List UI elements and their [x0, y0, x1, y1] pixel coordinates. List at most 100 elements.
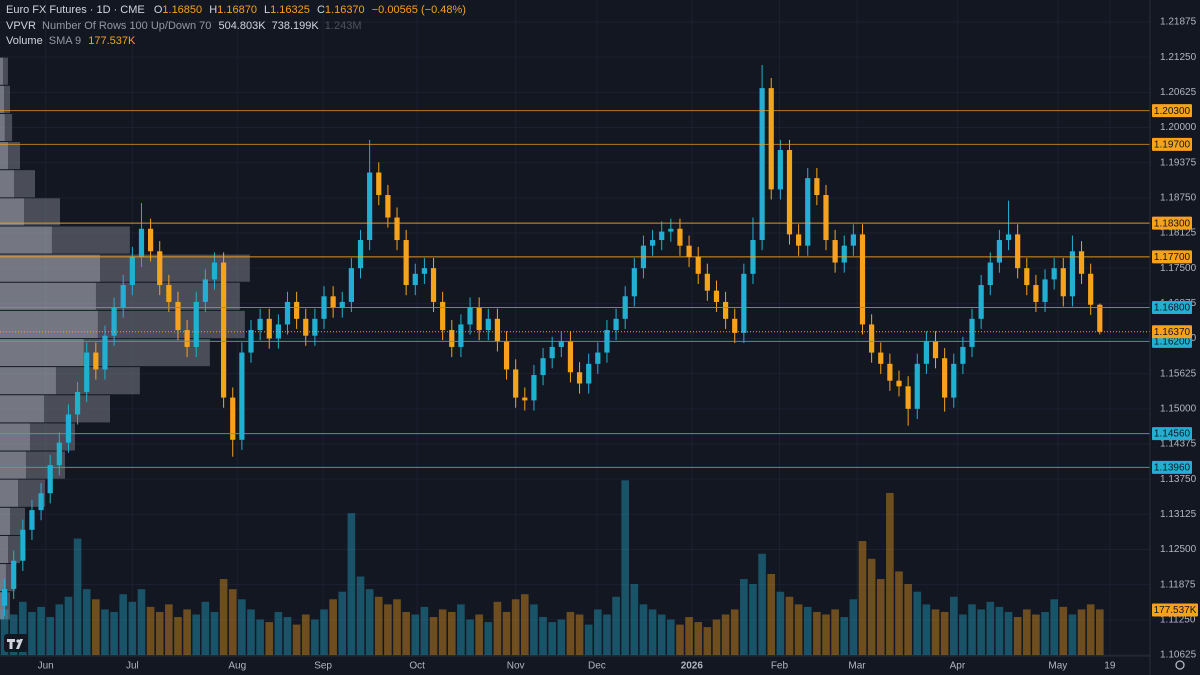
y-tick-label: 1.12500 [1160, 544, 1197, 555]
volume-bar [931, 609, 940, 655]
candle-body [193, 301, 199, 347]
volume-bar [913, 591, 922, 655]
profile-up [0, 423, 30, 451]
last-price-box [1152, 325, 1192, 339]
profile-up [0, 507, 10, 535]
settings-icon[interactable] [1175, 660, 1185, 670]
candle-body [385, 195, 391, 218]
candle-body [832, 240, 838, 263]
profile-up [0, 142, 9, 170]
candle-body [47, 465, 53, 494]
volume-bar [320, 609, 328, 655]
candle-body [613, 318, 619, 331]
x-tick-label: Apr [950, 661, 966, 672]
candle-body [732, 318, 738, 333]
candle-body [878, 352, 884, 364]
ohlc-value: 1.16370 [325, 4, 365, 16]
vpvr-name: VPVR [6, 20, 36, 32]
volume-bar [575, 614, 584, 655]
candle-body [522, 397, 528, 401]
candle-body [348, 268, 354, 302]
candle-body [403, 240, 409, 286]
volume-bar [530, 604, 538, 655]
volume-bar [521, 594, 529, 655]
volume-bar [28, 611, 36, 655]
volume-bar [484, 622, 493, 655]
level-label: 1.14560 [1154, 429, 1191, 440]
candle-body [686, 245, 692, 257]
volume-bar [137, 589, 146, 655]
y-tick-label: 1.20625 [1160, 87, 1197, 98]
candle-body [1069, 251, 1076, 297]
profile-up [0, 282, 96, 310]
y-tick-label: 1.18125 [1160, 228, 1197, 239]
profile-down [100, 254, 250, 282]
candle-body [138, 228, 145, 257]
y-tick-label: 1.11875 [1160, 579, 1196, 590]
candle-body [960, 346, 966, 364]
candle-body [11, 560, 17, 589]
volume-bar [548, 622, 556, 655]
volume-bar [274, 611, 283, 655]
volume-sma-label: 177.537K [1154, 605, 1197, 616]
volume-bar [584, 624, 593, 655]
volume-bar [886, 492, 894, 655]
volume-bar [1013, 617, 1022, 655]
candle-body [221, 262, 227, 398]
volume-bar [1068, 614, 1077, 655]
profile-down [8, 535, 20, 564]
volume-value: 177.537K [88, 35, 136, 47]
volume-bar [594, 609, 602, 655]
volume-bar [82, 589, 91, 655]
candle-body [275, 324, 281, 339]
candles [1, 65, 1103, 616]
candle-body [796, 234, 802, 246]
volume-bar [338, 591, 347, 655]
volume-bar [959, 614, 967, 655]
volume-bar [19, 601, 27, 655]
volume-bar [347, 513, 356, 655]
candle-body [713, 290, 720, 302]
volume-bar [292, 624, 301, 655]
candle-body [74, 391, 81, 415]
candle-body [1005, 234, 1012, 241]
profile-up [0, 451, 26, 479]
volume-bar [858, 541, 867, 655]
y-tick-label: 1.14375 [1160, 439, 1197, 450]
volume-bar [256, 619, 264, 655]
level-label: 1.16800 [1154, 303, 1191, 314]
candle-body [695, 256, 701, 274]
profile-down [97, 310, 245, 338]
volume-bar [895, 571, 903, 655]
volume-bar [219, 579, 228, 655]
volume-bar [657, 614, 666, 655]
profile-up [0, 564, 6, 592]
volume-bar [940, 611, 949, 655]
level-label: 1.18300 [1154, 218, 1191, 229]
candle-body [357, 240, 364, 269]
profile-down [24, 198, 60, 226]
vpvr-legend: VPVR Number Of Rows 100 Up/Down 70 504.8… [6, 20, 362, 32]
volume-bar [101, 609, 109, 655]
volume-bar [447, 611, 456, 655]
candle-body [458, 324, 464, 347]
volume-bar [493, 601, 502, 655]
profile-up [0, 57, 4, 85]
candle-body [558, 341, 564, 347]
volume-bar [803, 606, 812, 655]
ohlc-label: C [317, 4, 325, 16]
candle-body [1, 588, 8, 606]
volume-bar [238, 599, 246, 655]
profile-up [0, 170, 15, 198]
x-tick-label: Sep [314, 661, 332, 672]
y-tick-label: 1.15625 [1160, 368, 1197, 379]
tv-logo [4, 634, 28, 652]
vpvr-up: 504.803K [218, 20, 266, 32]
candle-body [120, 285, 126, 308]
candle-body [467, 307, 473, 325]
volume-bar [228, 589, 237, 655]
candle-body [905, 386, 911, 409]
symbol-title: Euro FX Futures · 1D · CME O1.16850 H1.1… [6, 4, 466, 16]
candle-body [996, 240, 1003, 263]
profile-up [0, 113, 5, 142]
